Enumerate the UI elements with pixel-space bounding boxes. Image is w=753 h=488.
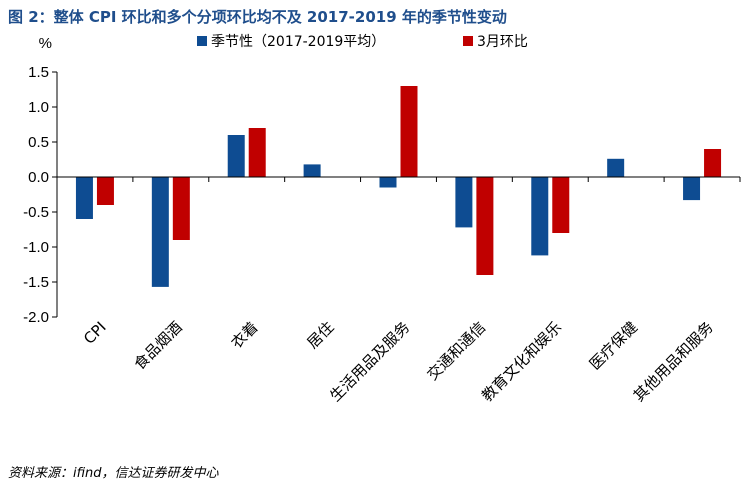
legend-swatch-march: [463, 36, 473, 46]
category-label: 医疗保健: [586, 318, 641, 373]
bar-march: [248, 128, 266, 177]
category-label: 教育文化和娱乐: [478, 318, 565, 405]
category-label: 衣着: [228, 318, 262, 352]
plot-area: 1.5 1.0 0.5 0.0 -0.5 -1.0 -1.5 -2.0 CPI 食品烟酒 衣着 居住生…: [23, 64, 741, 405]
y-tick-label: -1.5: [23, 274, 49, 291]
bar-march: [172, 177, 190, 240]
bar-march: [704, 149, 722, 177]
category-label: 居住: [303, 318, 337, 352]
bar-march: [552, 177, 570, 233]
bar-march: [96, 177, 114, 205]
y-tick-label: 0.0: [28, 169, 49, 186]
y-tick-label: -0.5: [23, 204, 49, 221]
y-unit-label: %: [39, 35, 52, 52]
bar-seasonal: [379, 177, 397, 188]
bar-seasonal: [531, 177, 549, 256]
legend: 季节性（2017-2019平均） 3月环比: [197, 34, 528, 50]
bar-seasonal: [303, 164, 321, 177]
source-note: 资料来源：ifind，信达证券研发中心: [8, 466, 219, 481]
figure-title: 图 2：整体 CPI 环比和多个分项环比均不及 2017-2019 年的季节性变…: [8, 8, 507, 26]
legend-label-seasonal: 季节性（2017-2019平均）: [211, 34, 385, 50]
bar-march: [476, 177, 494, 275]
category-label: 其他用品和服务: [630, 318, 717, 405]
category-label: 交通和通信: [423, 318, 489, 384]
y-tick-label: 1.5: [28, 64, 49, 81]
category-label: 生活用品及服务: [326, 318, 413, 405]
bar-seasonal: [455, 177, 473, 228]
y-tick-label: 0.5: [28, 134, 49, 151]
category-label: 食品烟酒: [130, 318, 185, 373]
y-tick-label: -2.0: [23, 309, 49, 326]
legend-label-march: 3月环比: [477, 34, 528, 50]
bar-seasonal: [75, 177, 93, 219]
bar-seasonal: [683, 177, 701, 201]
category-label: CPI: [80, 318, 110, 348]
legend-swatch-seasonal: [197, 36, 207, 46]
bar-seasonal: [227, 135, 245, 177]
bar-seasonal: [607, 158, 625, 177]
y-tick-label: 1.0: [28, 99, 49, 116]
bar-march: [400, 86, 418, 177]
bar-seasonal: [151, 177, 169, 287]
y-tick-label: -1.0: [23, 239, 49, 256]
